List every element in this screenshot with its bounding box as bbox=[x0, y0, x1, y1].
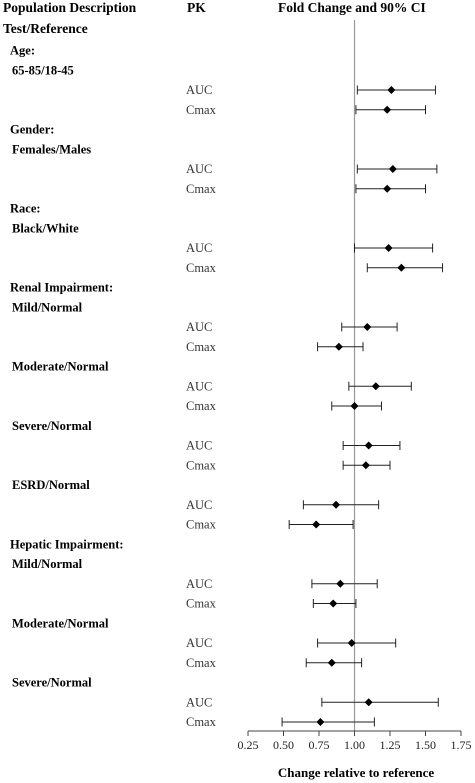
group-label: Mild/Normal bbox=[12, 557, 83, 571]
chart-title: Fold Change and 90% CI bbox=[278, 0, 426, 15]
group-label: Severe/Normal bbox=[12, 419, 92, 433]
header-test-reference: Test/Reference bbox=[3, 21, 88, 36]
group-label: Hepatic Impairment: bbox=[10, 537, 124, 551]
point-estimate-marker bbox=[371, 382, 380, 391]
header-pk: PK bbox=[187, 0, 206, 15]
point-estimate-marker bbox=[383, 105, 392, 114]
pk-label-cmax: Cmax bbox=[186, 261, 217, 275]
group-label: Gender: bbox=[10, 123, 54, 137]
point-estimate-marker bbox=[361, 461, 370, 470]
pk-label-auc: AUC bbox=[186, 162, 212, 176]
point-estimate-marker bbox=[397, 263, 406, 272]
point-estimate-marker bbox=[327, 658, 336, 667]
pk-label-auc: AUC bbox=[186, 379, 212, 393]
point-estimate-marker bbox=[347, 639, 356, 647]
point-estimate-marker bbox=[388, 165, 397, 173]
pk-label-cmax: Cmax bbox=[186, 340, 217, 354]
pk-label-cmax: Cmax bbox=[186, 399, 217, 413]
pk-label-cmax: Cmax bbox=[186, 458, 217, 472]
point-estimate-marker bbox=[329, 599, 338, 608]
point-estimate-marker bbox=[383, 184, 392, 193]
group-label: Severe/Normal bbox=[12, 676, 92, 690]
group-label: Black/White bbox=[12, 221, 79, 235]
x-axis-label: Change relative to reference bbox=[278, 765, 435, 780]
group-label: Moderate/Normal bbox=[12, 360, 109, 374]
pk-label-cmax: Cmax bbox=[186, 103, 217, 117]
x-tick-label: 0.50 bbox=[273, 738, 294, 752]
point-estimate-marker bbox=[363, 323, 372, 331]
x-tick-label: 1.25 bbox=[380, 738, 401, 752]
pk-label-auc: AUC bbox=[186, 83, 212, 97]
point-estimate-marker bbox=[312, 520, 321, 529]
x-tick-label: 1.75 bbox=[451, 738, 472, 752]
x-tick-label: 1.50 bbox=[415, 738, 436, 752]
point-estimate-marker bbox=[364, 441, 373, 450]
pk-label-auc: AUC bbox=[186, 241, 212, 255]
x-tick-label: 0.25 bbox=[238, 738, 259, 752]
pk-label-cmax: Cmax bbox=[186, 597, 217, 611]
pk-label-auc: AUC bbox=[186, 320, 212, 334]
group-label: ESRD/Normal bbox=[12, 478, 90, 492]
point-estimate-marker bbox=[316, 718, 325, 726]
pk-label-cmax: Cmax bbox=[186, 656, 217, 670]
pk-label-auc: AUC bbox=[186, 439, 212, 453]
group-label: Moderate/Normal bbox=[12, 616, 109, 630]
group-label: 65-85/18-45 bbox=[12, 63, 74, 77]
group-label: Females/Males bbox=[12, 142, 91, 156]
x-tick-label: 0.75 bbox=[309, 738, 330, 752]
x-tick-label: 1.00 bbox=[344, 738, 365, 752]
group-label: Renal Impairment: bbox=[10, 281, 113, 295]
pk-label-cmax: Cmax bbox=[186, 715, 217, 729]
point-estimate-marker bbox=[336, 579, 345, 588]
pk-label-auc: AUC bbox=[186, 695, 212, 709]
header-population-description: Population Description bbox=[3, 0, 137, 15]
point-estimate-marker bbox=[387, 86, 396, 94]
pk-label-auc: AUC bbox=[186, 636, 212, 650]
point-estimate-marker bbox=[334, 342, 343, 351]
group-label: Mild/Normal bbox=[12, 300, 83, 314]
pk-label-cmax: Cmax bbox=[186, 182, 217, 196]
group-label: Race: bbox=[10, 202, 41, 216]
point-estimate-marker bbox=[384, 244, 393, 252]
point-estimate-marker bbox=[332, 500, 341, 509]
pk-label-cmax: Cmax bbox=[186, 518, 217, 532]
point-estimate-marker bbox=[350, 402, 359, 410]
point-estimate-marker bbox=[364, 698, 373, 707]
pk-label-auc: AUC bbox=[186, 577, 212, 591]
pk-label-auc: AUC bbox=[186, 498, 212, 512]
group-label: Age: bbox=[10, 44, 35, 58]
